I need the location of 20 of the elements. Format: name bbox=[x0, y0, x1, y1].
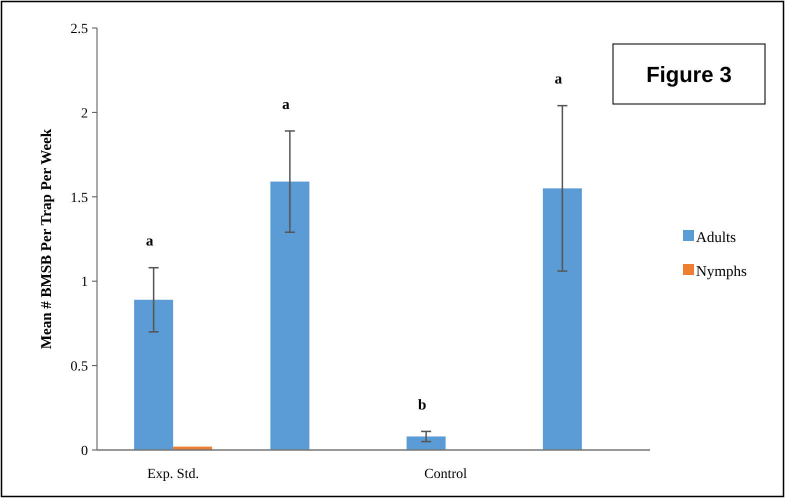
x-tick-label: Control bbox=[424, 467, 468, 482]
annotation: a bbox=[282, 96, 290, 113]
y-tick-label: 1.5 bbox=[70, 190, 88, 206]
annotation: a bbox=[146, 234, 154, 250]
legend-label: Nymphs bbox=[696, 264, 747, 280]
y-tick-label: 2.5 bbox=[70, 22, 88, 37]
y-tick-label: 0.5 bbox=[70, 360, 88, 375]
bar bbox=[406, 436, 446, 450]
x-tick-label: Exp. Std. bbox=[147, 467, 199, 482]
bar bbox=[134, 300, 174, 450]
annotation: b bbox=[418, 397, 426, 414]
legend-label: Adults bbox=[696, 230, 736, 246]
y-axis-title: Mean # BMSB Per Trap Per Week bbox=[39, 128, 55, 350]
bar bbox=[542, 188, 582, 450]
y-tick-label: 1 bbox=[81, 275, 88, 290]
annotation: a bbox=[554, 72, 563, 88]
bar bbox=[270, 182, 310, 450]
y-tick-label: 2 bbox=[81, 106, 88, 122]
y-tick-label: 0 bbox=[81, 444, 88, 459]
text: Figure 3 bbox=[646, 62, 732, 87]
